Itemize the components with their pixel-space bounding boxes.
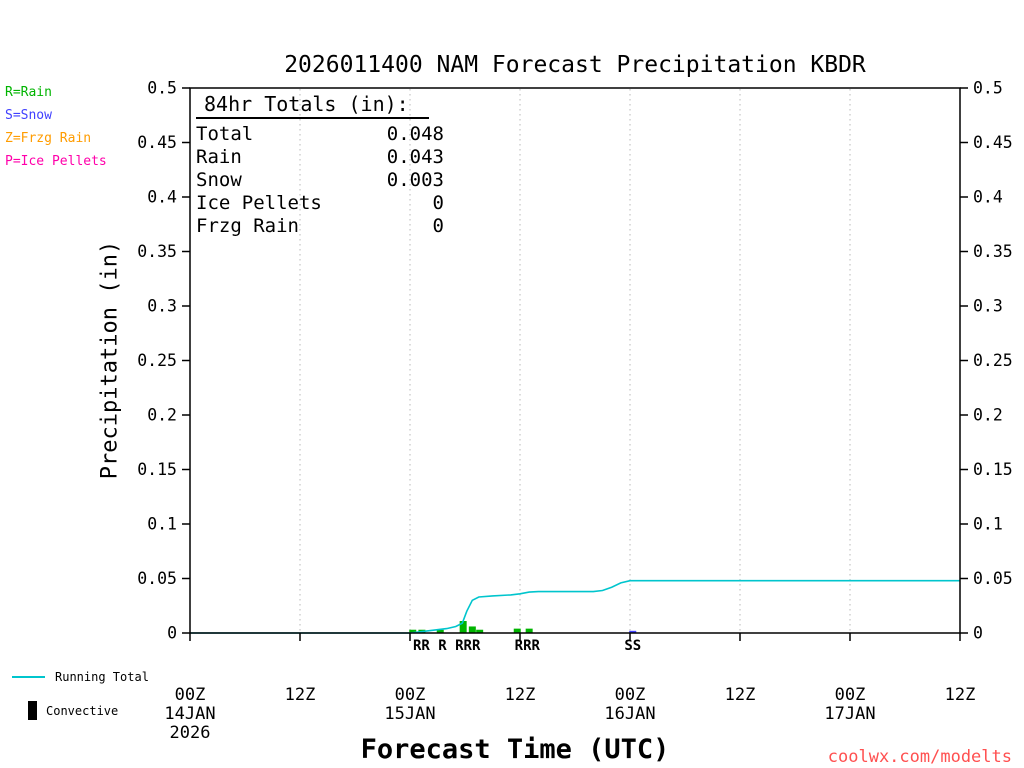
y-tick-label-right: 0.25: [973, 351, 1013, 370]
y-tick-label-right: 0.15: [973, 460, 1013, 479]
x-tick-label: 00Z: [615, 685, 646, 705]
frzg-rain-value: 0: [432, 215, 444, 237]
legend-ice-pellets: P=Ice Pellets: [5, 154, 107, 169]
legend-rain: R=Rain: [5, 85, 52, 100]
x-date-label: 14JAN: [164, 704, 215, 724]
x-tick-label: 12Z: [945, 685, 976, 705]
total-label: Total: [196, 123, 254, 145]
ice-pellets-value: 0: [432, 192, 444, 214]
snow-label: Snow: [196, 169, 242, 191]
y-tick-label-right: 0.45: [973, 133, 1013, 152]
x-axis-label: Forecast Time (UTC): [360, 734, 670, 765]
y-tick-label-left: 0.1: [147, 515, 177, 534]
total-value: 0.048: [386, 123, 444, 145]
precip-bar-rain: [525, 628, 533, 633]
precip-bar-snow: [629, 630, 637, 633]
totals-heading: 84hr Totals (in):: [196, 92, 429, 119]
totals-row-ice-pellets: Ice Pellets 0: [196, 192, 444, 215]
y-tick-label-right: 0.4: [973, 188, 1003, 207]
precip-bar-rain: [459, 621, 467, 633]
totals-row-snow: Snow 0.003: [196, 169, 444, 192]
snow-value: 0.003: [386, 169, 444, 191]
precip-bar-rain: [436, 629, 444, 633]
y-tick-label-left: 0.5: [147, 79, 177, 98]
y-tick-label-right: 0.1: [973, 515, 1003, 534]
x-tick-label: 00Z: [395, 685, 426, 705]
y-tick-label-left: 0.05: [137, 569, 177, 588]
totals-row-rain: Rain 0.043: [196, 146, 444, 169]
x-date-label: 15JAN: [384, 704, 435, 724]
running-total-line-swatch: [12, 676, 45, 678]
frzg-rain-label: Frzg Rain: [196, 215, 299, 237]
x-tick-label: 12Z: [285, 685, 316, 705]
x-year-label: 2026: [170, 723, 211, 743]
rain-label: Rain: [196, 146, 242, 168]
precip-type-marker: RRR: [515, 638, 541, 654]
x-date-label: 17JAN: [824, 704, 875, 724]
y-tick-label-left: 0.35: [137, 242, 177, 261]
y-tick-label-right: 0.5: [973, 79, 1003, 98]
y-tick-label-right: 0.35: [973, 242, 1013, 261]
precip-bar-rain: [468, 626, 476, 633]
legend-frzg-rain: Z=Frzg Rain: [5, 131, 92, 146]
totals-row-frzg-rain: Frzg Rain 0: [196, 215, 444, 238]
y-tick-label-left: 0.3: [147, 297, 177, 316]
legend-running-total: Running Total: [12, 670, 149, 684]
precip-bar-rain: [513, 628, 521, 633]
x-tick-label: 00Z: [835, 685, 866, 705]
y-tick-label-left: 0: [167, 624, 177, 643]
y-tick-label-left: 0.25: [137, 351, 177, 370]
y-tick-label-right: 0: [973, 624, 983, 643]
precip-bar-rain: [476, 629, 484, 633]
precip-type-marker: RR R RRR: [413, 638, 481, 654]
watermark-text: coolwx.com/modelts: [827, 747, 1012, 767]
precip-type-legend: R=Rain S=Snow Z=Frzg Rain P=Ice Pellets: [5, 81, 107, 173]
y-tick-label-right: 0.05: [973, 569, 1013, 588]
precip-type-marker: SS: [624, 638, 641, 654]
y-tick-label-left: 0.15: [137, 460, 177, 479]
legend-snow: S=Snow: [5, 108, 52, 123]
y-tick-label-left: 0.4: [147, 188, 177, 207]
totals-row-total: Total 0.048: [196, 123, 444, 146]
x-date-label: 16JAN: [604, 704, 655, 724]
running-total-label: Running Total: [55, 670, 149, 684]
x-tick-label: 00Z: [175, 685, 206, 705]
x-tick-label: 12Z: [505, 685, 536, 705]
chart-title: 2026011400 NAM Forecast Precipitation KB…: [284, 52, 866, 78]
y-tick-label-right: 0.2: [973, 406, 1003, 425]
precip-bar-rain: [409, 629, 417, 633]
running-total-line: [190, 579, 960, 634]
y-tick-label-left: 0.2: [147, 406, 177, 425]
convective-label: Convective: [46, 703, 119, 718]
x-tick-label: 12Z: [725, 685, 756, 705]
legend-convective: Convective: [28, 701, 118, 720]
totals-panel: 84hr Totals (in): Total 0.048 Rain 0.043…: [196, 92, 444, 238]
convective-bar-swatch: [28, 701, 37, 720]
y-tick-label-left: 0.45: [137, 133, 177, 152]
rain-value: 0.043: [386, 146, 444, 168]
ice-pellets-label: Ice Pellets: [196, 192, 322, 214]
y-tick-label-right: 0.3: [973, 297, 1003, 316]
